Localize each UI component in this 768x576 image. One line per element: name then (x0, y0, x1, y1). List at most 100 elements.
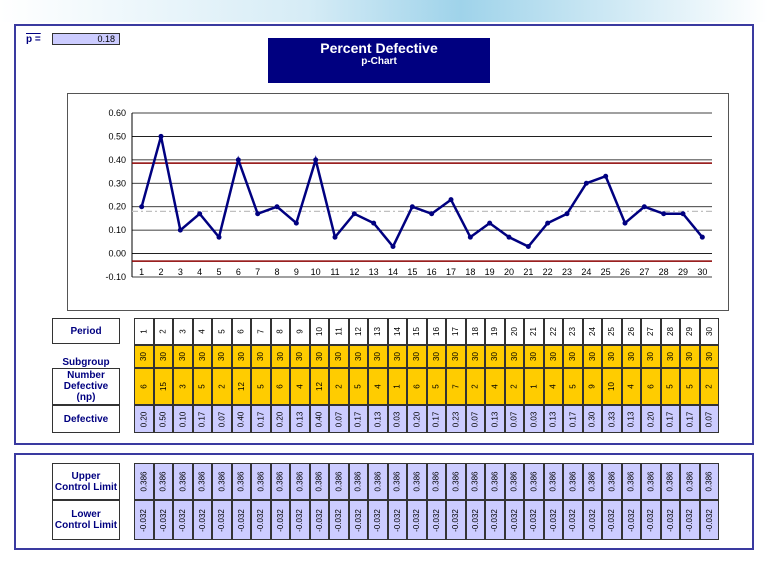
period-cell: 9 (290, 318, 310, 345)
x-tick-label: 11 (330, 267, 339, 277)
x-tick-label: 22 (543, 267, 553, 277)
np-cell: 2 (504, 368, 524, 405)
defective-cell: 0.20 (641, 405, 661, 433)
ucl-cell: 0.386 (465, 463, 485, 500)
x-tick-label: 4 (197, 267, 202, 277)
np-cell: 2 (465, 368, 485, 405)
lcl-cell: -0.032 (563, 500, 583, 540)
x-tick-label: 2 (158, 267, 163, 277)
lcl-cell: -0.032 (660, 500, 680, 540)
data-point (583, 180, 589, 186)
defective-cell: 0.17 (192, 405, 212, 433)
x-tick-label: 3 (178, 267, 183, 277)
np-cell: 9 (582, 368, 602, 405)
x-tick-label: 23 (562, 267, 572, 277)
data-point (371, 220, 377, 226)
defective-cell: 0.30 (582, 405, 602, 433)
defective-cell: 0.20 (270, 405, 290, 433)
x-tick-label: 13 (369, 267, 379, 277)
np-cell: 7 (446, 368, 466, 405)
lcl-cell: -0.032 (641, 500, 661, 540)
row-label-ucl: Upper Control Limit (52, 463, 120, 500)
defective-cell: 0.03 (387, 405, 407, 433)
np-cell: 5 (192, 368, 212, 405)
ucl-cell: 0.386 (485, 463, 505, 500)
lcl-cell: -0.032 (582, 500, 602, 540)
x-tick-label: 25 (601, 267, 611, 277)
subgroup-cell: 30 (699, 345, 719, 368)
defective-cell: 0.10 (173, 405, 193, 433)
data-point (487, 220, 493, 226)
period-cell: 26 (621, 318, 641, 345)
lcl-cell: -0.032 (524, 500, 544, 540)
y-tick-label: 0.00 (108, 249, 126, 259)
np-cell: 4 (621, 368, 641, 405)
lcl-cell: -0.032 (192, 500, 212, 540)
data-point (506, 234, 512, 240)
lcl-cell: -0.032 (602, 500, 622, 540)
np-cell: 5 (563, 368, 583, 405)
ucl-cell: 0.386 (446, 463, 466, 500)
period-cell: 24 (582, 318, 602, 345)
y-tick-label: -0.10 (105, 272, 126, 282)
subgroup-cell: 30 (309, 345, 329, 368)
np-cell: 2 (329, 368, 349, 405)
ucl-cell: 0.386 (660, 463, 680, 500)
np-cell: 6 (270, 368, 290, 405)
period-cell: 19 (485, 318, 505, 345)
subgroup-cell: 30 (504, 345, 524, 368)
x-tick-label: 20 (504, 267, 514, 277)
row-label-np: Number Defective (np) (52, 368, 120, 405)
period-cell: 29 (680, 318, 700, 345)
data-point (274, 204, 280, 210)
subgroup-cell: 30 (407, 345, 427, 368)
lcl-cell: -0.032 (153, 500, 173, 540)
x-tick-label: 9 (294, 267, 299, 277)
lcl-cell: -0.032 (543, 500, 563, 540)
period-cell: 30 (699, 318, 719, 345)
period-cell: 20 (504, 318, 524, 345)
defective-cell: 0.50 (153, 405, 173, 433)
x-tick-label: 30 (697, 267, 707, 277)
data-point (409, 204, 415, 210)
defective-cell: 0.13 (368, 405, 388, 433)
ucl-cell: 0.386 (192, 463, 212, 500)
subgroup-cell: 30 (173, 345, 193, 368)
period-cell: 12 (348, 318, 368, 345)
lcl-cell: -0.032 (251, 500, 271, 540)
lcl-cell: -0.032 (465, 500, 485, 540)
np-cell: 5 (660, 368, 680, 405)
subgroup-cell: 30 (231, 345, 251, 368)
subgroup-cell: 30 (192, 345, 212, 368)
ucl-cell: 0.386 (368, 463, 388, 500)
x-tick-label: 8 (274, 267, 279, 277)
data-point (197, 211, 203, 217)
ucl-cell: 0.386 (426, 463, 446, 500)
x-tick-label: 17 (446, 267, 456, 277)
ucl-cell: 0.386 (173, 463, 193, 500)
data-point (293, 220, 299, 226)
defective-cell: 0.13 (543, 405, 563, 433)
ucl-cell: 0.386 (270, 463, 290, 500)
subgroup-cell: 30 (563, 345, 583, 368)
defective-cell: 0.07 (212, 405, 232, 433)
defective-cell: 0.17 (660, 405, 680, 433)
lcl-cell: -0.032 (621, 500, 641, 540)
period-cell: 14 (387, 318, 407, 345)
x-tick-label: 29 (678, 267, 688, 277)
defective-cell: 0.20 (407, 405, 427, 433)
row-label-period: Period (52, 318, 120, 344)
lcl-cell: -0.032 (485, 500, 505, 540)
subgroup-cell: 30 (543, 345, 563, 368)
period-cell: 1 (134, 318, 154, 345)
lcl-cell: -0.032 (699, 500, 719, 540)
np-cell: 2 (212, 368, 232, 405)
period-cell: 28 (660, 318, 680, 345)
np-cell: 4 (543, 368, 563, 405)
np-cell: 5 (426, 368, 446, 405)
np-cell: 4 (368, 368, 388, 405)
data-point (139, 204, 145, 210)
data-point (390, 244, 396, 250)
subgroup-cell: 30 (582, 345, 602, 368)
subgroup-cell: 30 (446, 345, 466, 368)
